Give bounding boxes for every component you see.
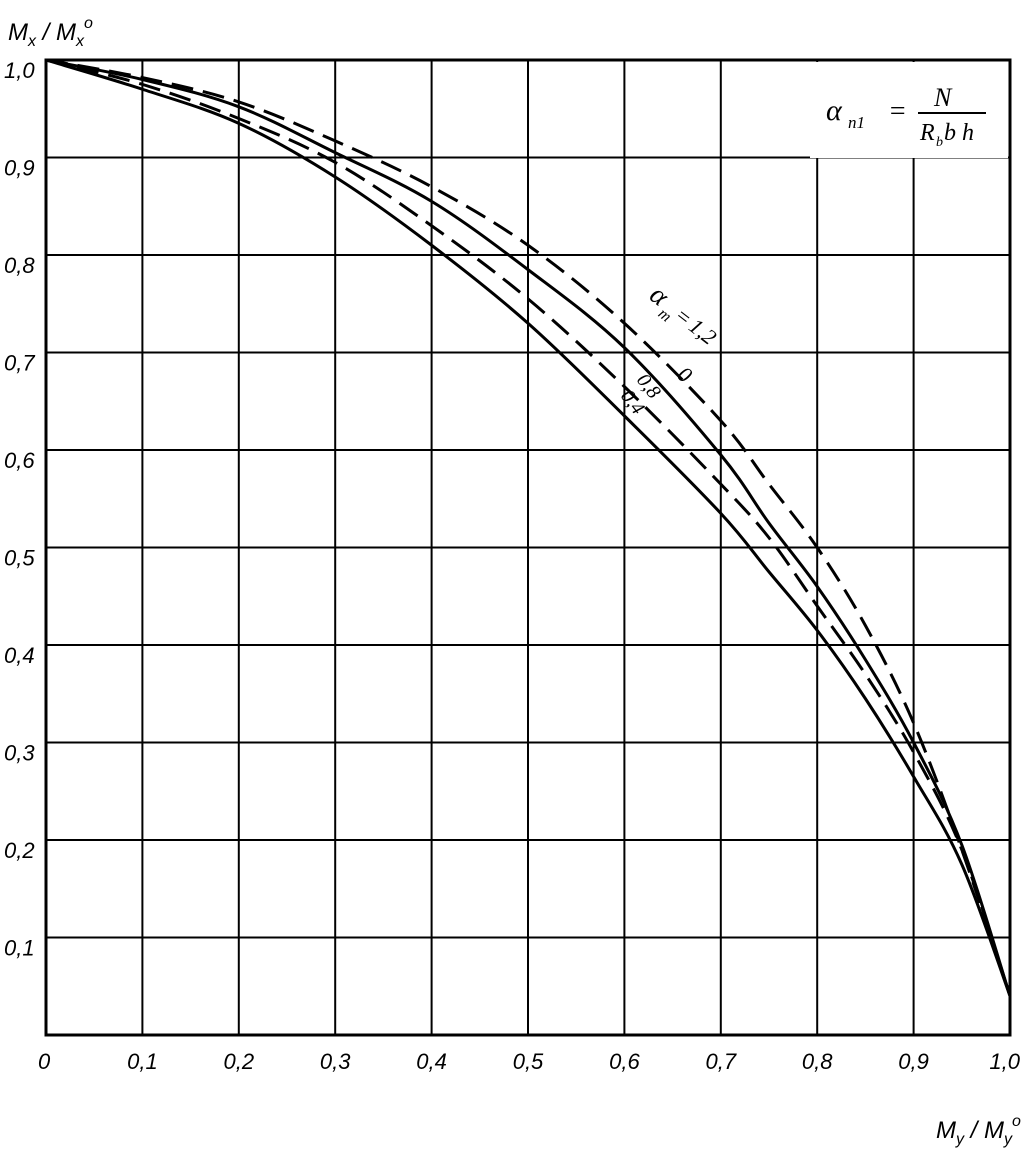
y-tick-label: 0,7 xyxy=(4,351,35,376)
formula-lhs-sub: n1 xyxy=(848,113,865,132)
series-curve-0 xyxy=(45,58,1012,997)
y-tick-label: 0,1 xyxy=(4,936,35,961)
y-tick-label: 0,5 xyxy=(4,546,35,571)
x-tick-label: 0,4 xyxy=(416,1049,447,1074)
y-tick-label: 0,9 xyxy=(4,156,35,181)
formula-lhs: α xyxy=(826,94,843,127)
formula-denominator-sub: b xyxy=(936,135,943,150)
curves xyxy=(45,58,1012,997)
x-tick-label: 0,8 xyxy=(802,1049,833,1074)
y-tick-label: 0,4 xyxy=(4,643,35,668)
y-tick-label: 1,0 xyxy=(4,58,35,83)
x-tick-labels: 0 0,1 0,2 0,3 0,4 0,5 0,6 0,7 0,8 0,9 1,0 xyxy=(38,1049,1021,1074)
x-tick-label: 0,3 xyxy=(320,1049,351,1074)
x-tick-label: 0,5 xyxy=(513,1049,544,1074)
y-axis-title: Mx / Mxo xyxy=(8,15,93,50)
y-tick-label: 0,2 xyxy=(4,838,35,863)
y-tick-labels: 0,1 0,2 0,3 0,4 0,5 0,6 0,7 0,8 0,9 1,0 xyxy=(4,58,35,961)
y-tick-label: 0,8 xyxy=(4,253,35,278)
x-tick-label: 0,2 xyxy=(224,1049,255,1074)
series-curve-2 xyxy=(45,58,1012,997)
formula-box: α n1 = N R b b h xyxy=(810,62,1008,158)
formula-denominator: R xyxy=(919,120,935,146)
x-axis-title: My / Myo xyxy=(936,1113,1021,1148)
formula-equals: = xyxy=(888,96,907,127)
x-tick-label: 0 xyxy=(38,1049,51,1074)
grid-lines xyxy=(46,60,1010,1035)
y-tick-label: 0,3 xyxy=(4,741,35,766)
formula-numerator: N xyxy=(933,83,953,112)
formula-denominator-rest: b h xyxy=(944,120,974,146)
x-tick-label: 0,1 xyxy=(127,1049,158,1074)
y-tick-label: 0,6 xyxy=(4,448,35,473)
series-curve-3 xyxy=(45,58,1012,997)
x-tick-label: 0,6 xyxy=(609,1049,640,1074)
series-label-1-2: α m = 1,2 xyxy=(644,279,722,350)
x-tick-label: 0,9 xyxy=(898,1049,929,1074)
series-curve-1 xyxy=(45,58,1012,997)
x-tick-label: 1,0 xyxy=(989,1049,1020,1074)
x-tick-label: 0,7 xyxy=(706,1049,737,1074)
